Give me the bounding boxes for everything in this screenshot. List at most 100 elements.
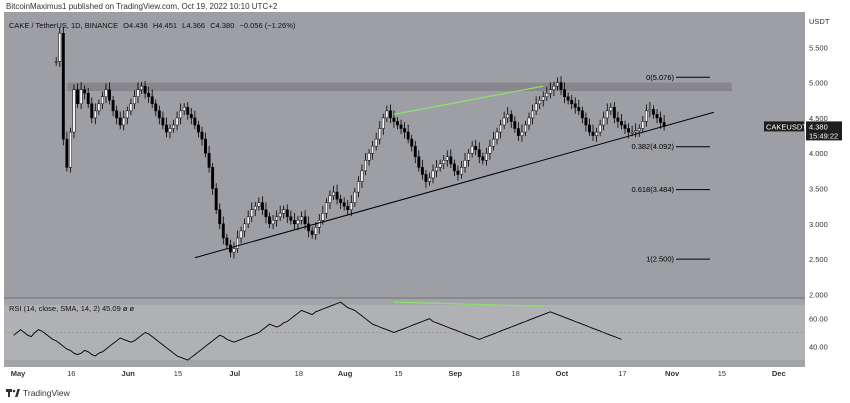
candle — [556, 82, 559, 87]
candle — [72, 89, 76, 133]
candle — [246, 216, 250, 225]
candle — [339, 198, 343, 203]
resistance-zone — [66, 82, 732, 92]
ticker-tag-bg — [764, 121, 804, 132]
candle — [278, 213, 282, 218]
price-axis-tick: 2.000 — [809, 290, 828, 299]
candle — [374, 138, 378, 147]
candle — [143, 85, 147, 94]
candle — [356, 181, 360, 193]
candle — [428, 177, 431, 182]
candle — [164, 124, 168, 133]
price-axis-tick: 3.500 — [809, 185, 828, 194]
candle — [118, 117, 122, 126]
candle — [204, 138, 207, 154]
candle — [641, 121, 645, 129]
candle — [577, 107, 581, 112]
candle — [481, 156, 485, 161]
fib-level-label: 0(5.076) — [646, 73, 674, 82]
candle — [495, 131, 499, 140]
time-axis-tick: Aug — [338, 369, 353, 378]
candle — [566, 96, 570, 101]
tradingview-icon — [6, 389, 20, 397]
candle — [221, 223, 225, 239]
candle — [410, 138, 414, 147]
candle — [275, 216, 279, 221]
candle — [225, 237, 229, 246]
candle — [111, 100, 115, 112]
candle — [157, 110, 161, 119]
candle — [492, 138, 495, 147]
legend-high: H4.451 — [152, 21, 178, 30]
candle — [609, 107, 613, 112]
candle — [456, 170, 460, 175]
candle — [580, 110, 584, 119]
candle — [104, 89, 108, 97]
candle — [531, 110, 535, 119]
fib-level-label: 0.618(3.484) — [631, 185, 674, 194]
candle — [125, 110, 129, 119]
candle — [93, 110, 97, 119]
candle — [239, 230, 243, 239]
candle — [442, 160, 446, 165]
candle — [285, 209, 289, 218]
candle — [445, 156, 449, 161]
rsi-line — [13, 301, 622, 361]
candle — [477, 149, 481, 158]
ticker-tag: CAKEUSDT — [766, 122, 807, 131]
candle — [324, 202, 328, 214]
candle — [584, 117, 588, 126]
candle — [314, 227, 318, 235]
candle — [58, 32, 62, 62]
candle — [399, 124, 403, 129]
candle — [342, 202, 346, 207]
publisher-header: BitcoinMaximus1 published on TradingView… — [6, 2, 278, 11]
candle — [378, 128, 382, 140]
time-axis-tick: Sep — [448, 369, 462, 378]
candle — [236, 237, 239, 249]
candle — [559, 82, 563, 90]
legend-change: −0.056 (−1.26%) — [239, 21, 296, 30]
candle — [449, 156, 453, 165]
candle — [175, 117, 179, 126]
candle — [179, 110, 183, 119]
candle — [321, 213, 325, 221]
candle — [264, 209, 268, 218]
legend-symbol: CAKE / TetherUS, 1D, BINANCE — [9, 21, 119, 30]
candle — [488, 145, 492, 154]
time-axis-tick: 15 — [394, 369, 402, 378]
price-axis-tick: 4.000 — [809, 149, 828, 158]
candle — [371, 145, 375, 154]
candle — [499, 124, 503, 133]
candle — [364, 160, 367, 172]
candle — [435, 167, 439, 172]
candle — [232, 248, 236, 253]
candle — [484, 152, 488, 161]
candle — [591, 131, 595, 136]
tradingview-brand: TradingView — [23, 388, 70, 398]
price-axis-tick: 4.500 — [809, 114, 828, 123]
tradingview-logo[interactable]: TradingView — [6, 388, 70, 398]
candle — [172, 124, 175, 129]
candle — [634, 130, 638, 133]
time-axis-tick: 18 — [512, 369, 520, 378]
candle — [307, 223, 311, 232]
candle — [513, 121, 517, 129]
candle — [303, 216, 307, 225]
candle — [61, 32, 65, 140]
candle — [573, 103, 577, 108]
candle — [470, 145, 474, 154]
candle — [189, 114, 193, 119]
candle — [520, 131, 524, 136]
candle — [83, 89, 87, 94]
time-axis-tick: Nov — [665, 369, 680, 378]
rsi-axis-tick: 60.00 — [809, 315, 828, 324]
candle — [655, 114, 659, 119]
price-axis-tick: 5.500 — [809, 43, 828, 52]
candle — [150, 96, 154, 105]
candle — [467, 152, 471, 161]
candle — [253, 205, 257, 210]
candle — [605, 110, 609, 119]
candle — [637, 128, 641, 131]
